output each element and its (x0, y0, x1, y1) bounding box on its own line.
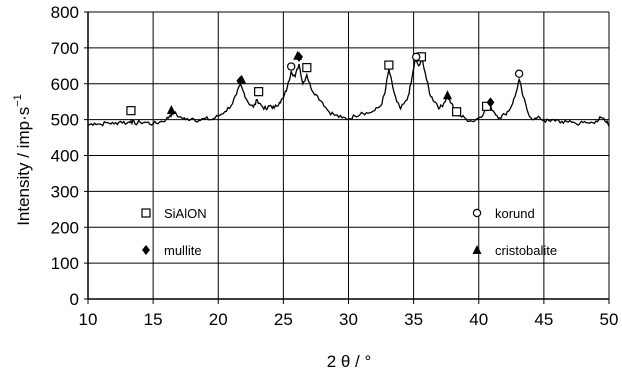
peak-marker-cristobalite (293, 50, 303, 60)
y-axis-label: Intensity / imp·s−1 (12, 94, 33, 226)
x-tick-label: 10 (79, 310, 98, 329)
y-tick-label: 500 (51, 111, 79, 130)
x-tick-label: 35 (404, 310, 423, 329)
peak-marker-mullite (486, 97, 495, 108)
y-tick-label: 700 (51, 39, 79, 58)
y-tick-label: 800 (51, 3, 79, 22)
legend-symbol-mullite (142, 245, 150, 255)
peak-marker-sialon (302, 63, 312, 73)
y-tick-label: 300 (51, 182, 79, 201)
x-tick-label: 50 (600, 310, 619, 329)
legend-label-cristobalite: cristobalite (495, 243, 557, 258)
peak-marker-cristobalite (442, 90, 452, 100)
legend-label-sialon: SiAlON (164, 206, 207, 221)
peak-marker-cristobalite (237, 74, 247, 84)
y-tick-label: 600 (51, 75, 79, 94)
y-tick-labels: 0 100 200 300 400 500 600 700 800 (51, 3, 79, 309)
peak-marker-korund (286, 62, 296, 71)
peak-marker-sialon (384, 60, 394, 70)
y-axis-label-exponent: −1 (12, 94, 24, 107)
x-tick-label: 15 (144, 310, 163, 329)
legend-label-mullite: mullite (164, 243, 202, 258)
peak-marker-korund (514, 69, 524, 78)
peak-marker-sialon (452, 107, 462, 117)
peak-marker-cristobalite (166, 104, 176, 114)
y-axis-label-text: Intensity / imp·s (14, 107, 33, 226)
x-tick-labels: 10 15 20 25 30 35 40 45 50 (79, 310, 619, 329)
legend-symbol-cristobalite (472, 245, 482, 254)
x-tick-label: 30 (339, 310, 358, 329)
y-tick-label: 0 (70, 290, 79, 309)
legend-symbol-korund (472, 208, 482, 218)
x-tick-label: 25 (274, 310, 293, 329)
legend-symbol-sialon (141, 208, 151, 218)
legend: SiAlON korund mullite cristobalite (141, 206, 557, 258)
peak-marker-korund (412, 52, 421, 62)
peak-markers (126, 50, 524, 117)
y-axis-label-group: Intensity / imp·s−1 (12, 94, 33, 226)
x-tick-label: 40 (469, 310, 488, 329)
peak-marker-sialon (126, 106, 136, 116)
y-tick-label: 100 (51, 254, 79, 273)
axes (84, 11, 610, 304)
x-axis-label: 2 θ / ° (327, 352, 372, 371)
peak-marker-sialon (254, 87, 264, 97)
x-tick-label: 20 (209, 310, 228, 329)
series-group (87, 59, 610, 127)
y-tick-label: 200 (51, 218, 79, 237)
diffraction-line (87, 59, 610, 127)
legend-label-korund: korund (495, 206, 535, 221)
x-tick-label: 45 (534, 310, 553, 329)
y-tick-label: 400 (51, 147, 79, 166)
